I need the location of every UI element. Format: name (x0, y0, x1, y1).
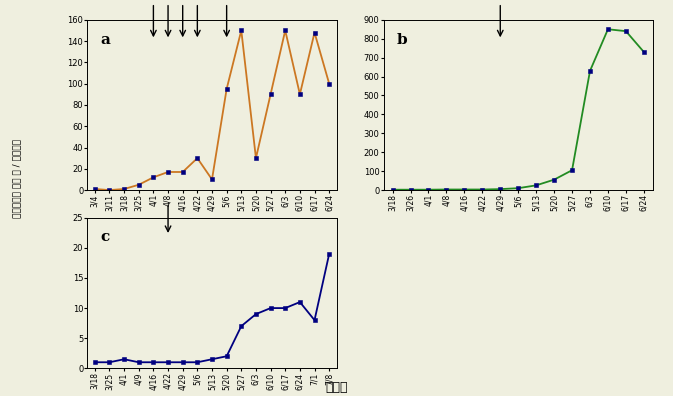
Text: a: a (100, 33, 110, 48)
Text: 온실가루이 성충 수 / 점착트낙: 온실가루이 성충 수 / 점착트낙 (12, 139, 22, 218)
Text: 조사일: 조사일 (325, 381, 348, 394)
Text: b: b (397, 33, 408, 48)
Text: c: c (100, 230, 109, 244)
